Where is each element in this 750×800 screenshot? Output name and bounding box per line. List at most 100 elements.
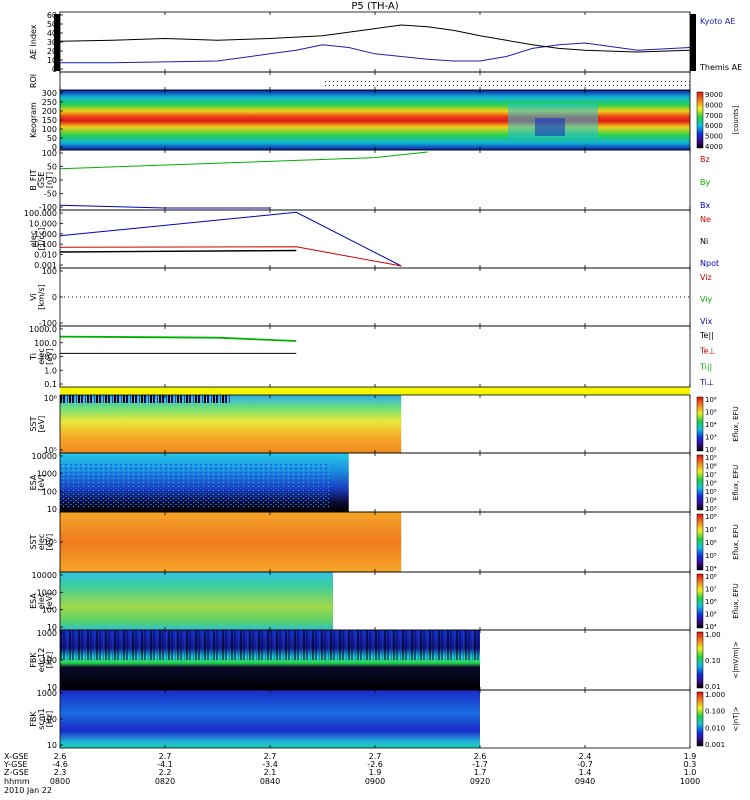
bfield-ylabel2: GSE [37, 172, 46, 188]
dens-legend-1: Ni [700, 237, 708, 246]
sst_e-cbar-tick: 10² [705, 446, 717, 454]
mode-bar [60, 387, 690, 395]
series-npot [59, 211, 402, 267]
sst_e-cbar-label: Eflux, EFU [732, 406, 740, 441]
sst_i-cbar-tick: 10⁶ [705, 539, 717, 547]
ae-ytick-label: 10 [47, 56, 57, 65]
sst_i-ytick-label: 10⁵ [44, 538, 57, 547]
dens-yunit: [1/cc] [37, 228, 46, 251]
esa_i-ytick-label: 10000 [32, 571, 57, 580]
series-by [59, 151, 428, 170]
keogram-cbar-label: [counts] [732, 105, 740, 134]
sst_i-cbar-tick: 10⁷ [705, 526, 717, 534]
esa_e-ytick-label: 100 [42, 487, 57, 496]
sst_e-cbar-tick: 10⁴ [705, 421, 717, 429]
fbk_e-yunit: [Hz] [45, 652, 54, 668]
fbk_b-ylabel: FBK [29, 711, 38, 727]
temp-ytick-label: 100.0 [34, 339, 57, 348]
bottom-tick-value: 1000 [680, 777, 700, 786]
temp-ytick-label: 1.0 [44, 366, 57, 375]
sst_i-ylabel2: elec [37, 534, 46, 550]
bfield-frame [59, 149, 691, 211]
sst_i-ylabel: SST [29, 534, 38, 549]
fbk_b-cbar-tick: 0.001 [705, 741, 725, 749]
esa_e-ylabel: ESA [29, 474, 38, 490]
sst_i-cbar-tick: 10⁵ [705, 552, 717, 560]
bottom-tick-value: 1.0 [684, 768, 697, 777]
esa_i-cbar-tick: 10⁵ [705, 611, 717, 619]
sst_e-ytick-label: 10⁶ [44, 394, 57, 403]
bottom-tick-value: 0.3 [684, 760, 697, 769]
bfield-legend-0: Bz [700, 155, 710, 164]
sst_i-yunit: [eV] [45, 534, 54, 551]
bottom-tick-value: -3.4 [262, 760, 278, 769]
vel-legend-2: Vix [700, 317, 713, 326]
bottom-tick-value: 0940 [575, 777, 595, 786]
sst_i-spectrogram [60, 512, 402, 572]
esa_e-cbar-tick: 10⁵ [705, 488, 717, 496]
keogram-ytick-label: 300 [42, 89, 57, 98]
bottom-tick-value: -4.1 [157, 760, 173, 769]
esa_i-cbar-tick: 10⁶ [705, 598, 717, 606]
dens-ylabel: elec [29, 231, 38, 247]
dens-ytick-label: 10.000 [29, 219, 57, 228]
sst_i-cbar-tick: 10⁴ [705, 565, 717, 573]
keogram-cbar-tick: 7000 [705, 112, 723, 120]
sst_e-ylabel: SST [29, 416, 38, 431]
vel-legend-1: Viy [700, 295, 713, 304]
bottom-row-label: Z-GSE [4, 768, 29, 777]
sst_e-yunit: [eV] [37, 416, 46, 433]
temp-ytick-label: 10.0 [39, 353, 57, 362]
esa-e-noise [60, 462, 330, 507]
esa_e-cbar-tick: 10⁹ [705, 454, 717, 462]
esa_e-yunit: [eV] [37, 474, 46, 491]
bottom-tick-value: 0820 [155, 777, 175, 786]
keogram-cbar-tick: 4000 [705, 143, 723, 151]
fbk_e-colorbar [696, 631, 704, 689]
fbk_b-ylabel2: scm1 [37, 708, 46, 729]
esa_i-colorbar [696, 573, 704, 629]
bfield-legend-2: Bx [700, 201, 710, 210]
bottom-tick-value: 0920 [470, 777, 490, 786]
bottom-tick-value: 2.7 [369, 752, 382, 761]
fbk_b-ytick-label: 10 [47, 741, 57, 750]
date-label: 2010 Jan 22 [4, 786, 52, 795]
esa_i-ylabel: ESA [29, 593, 38, 609]
fbk_b-colorbar [696, 691, 704, 747]
esa_i-ylabel2: elec [37, 593, 46, 609]
keogram-cbar-tick: 9000 [705, 91, 723, 99]
keogram-ytick-label: 0 [52, 143, 57, 152]
sst_e-cbar-tick: 10⁶ [705, 396, 717, 404]
series-ni [59, 249, 297, 253]
ae-ytick-label: 50 [47, 20, 57, 29]
bottom-tick-value: -0.7 [577, 760, 593, 769]
esa_e-ytick-label: 1000 [37, 470, 57, 479]
bottom-tick-value: 2.4 [579, 752, 592, 761]
fbk_e-cbar-tick: 0.10 [705, 657, 721, 665]
esa_e-cbar-tick: 10⁷ [705, 471, 717, 479]
dens-ytick-label: 1.000 [34, 230, 57, 239]
sst_e-cbar-tick: 10⁵ [705, 409, 717, 417]
bottom-tick-value: 2.3 [54, 768, 67, 777]
bottom-tick-value: 1.4 [579, 768, 592, 777]
sst_i-colorbar [696, 513, 704, 571]
sst_e-cbar-tick: 10³ [705, 434, 717, 442]
temp-ytick-label: 0.1 [44, 380, 57, 389]
bfield-legend-1: By [700, 178, 710, 187]
esa_e-cbar-tick: 10⁶ [705, 480, 717, 488]
temp-legend-0: Te|| [699, 331, 714, 340]
keogram-ylabel: Keogram [29, 102, 38, 138]
vel-ytick-label: -100 [39, 319, 57, 328]
dens-ytick-label: 0.001 [34, 261, 57, 270]
fbk_e-cbar-label: <|mV/m|> [732, 641, 740, 678]
ae-ytick-label: 40 [47, 29, 57, 38]
vel-ytick-label: 100 [42, 267, 57, 276]
fbk_e-ytick-label: 10 [47, 683, 57, 692]
fbk_e-ylabel: FBK [29, 652, 38, 668]
esa_i-cbar-tick: 10⁴ [705, 623, 717, 631]
series-ne [59, 246, 402, 267]
dens-ytick-label: 0.010 [34, 251, 57, 260]
ae-right-bar [690, 14, 696, 71]
fbk_e-cbar-tick: 1.00 [705, 631, 721, 639]
